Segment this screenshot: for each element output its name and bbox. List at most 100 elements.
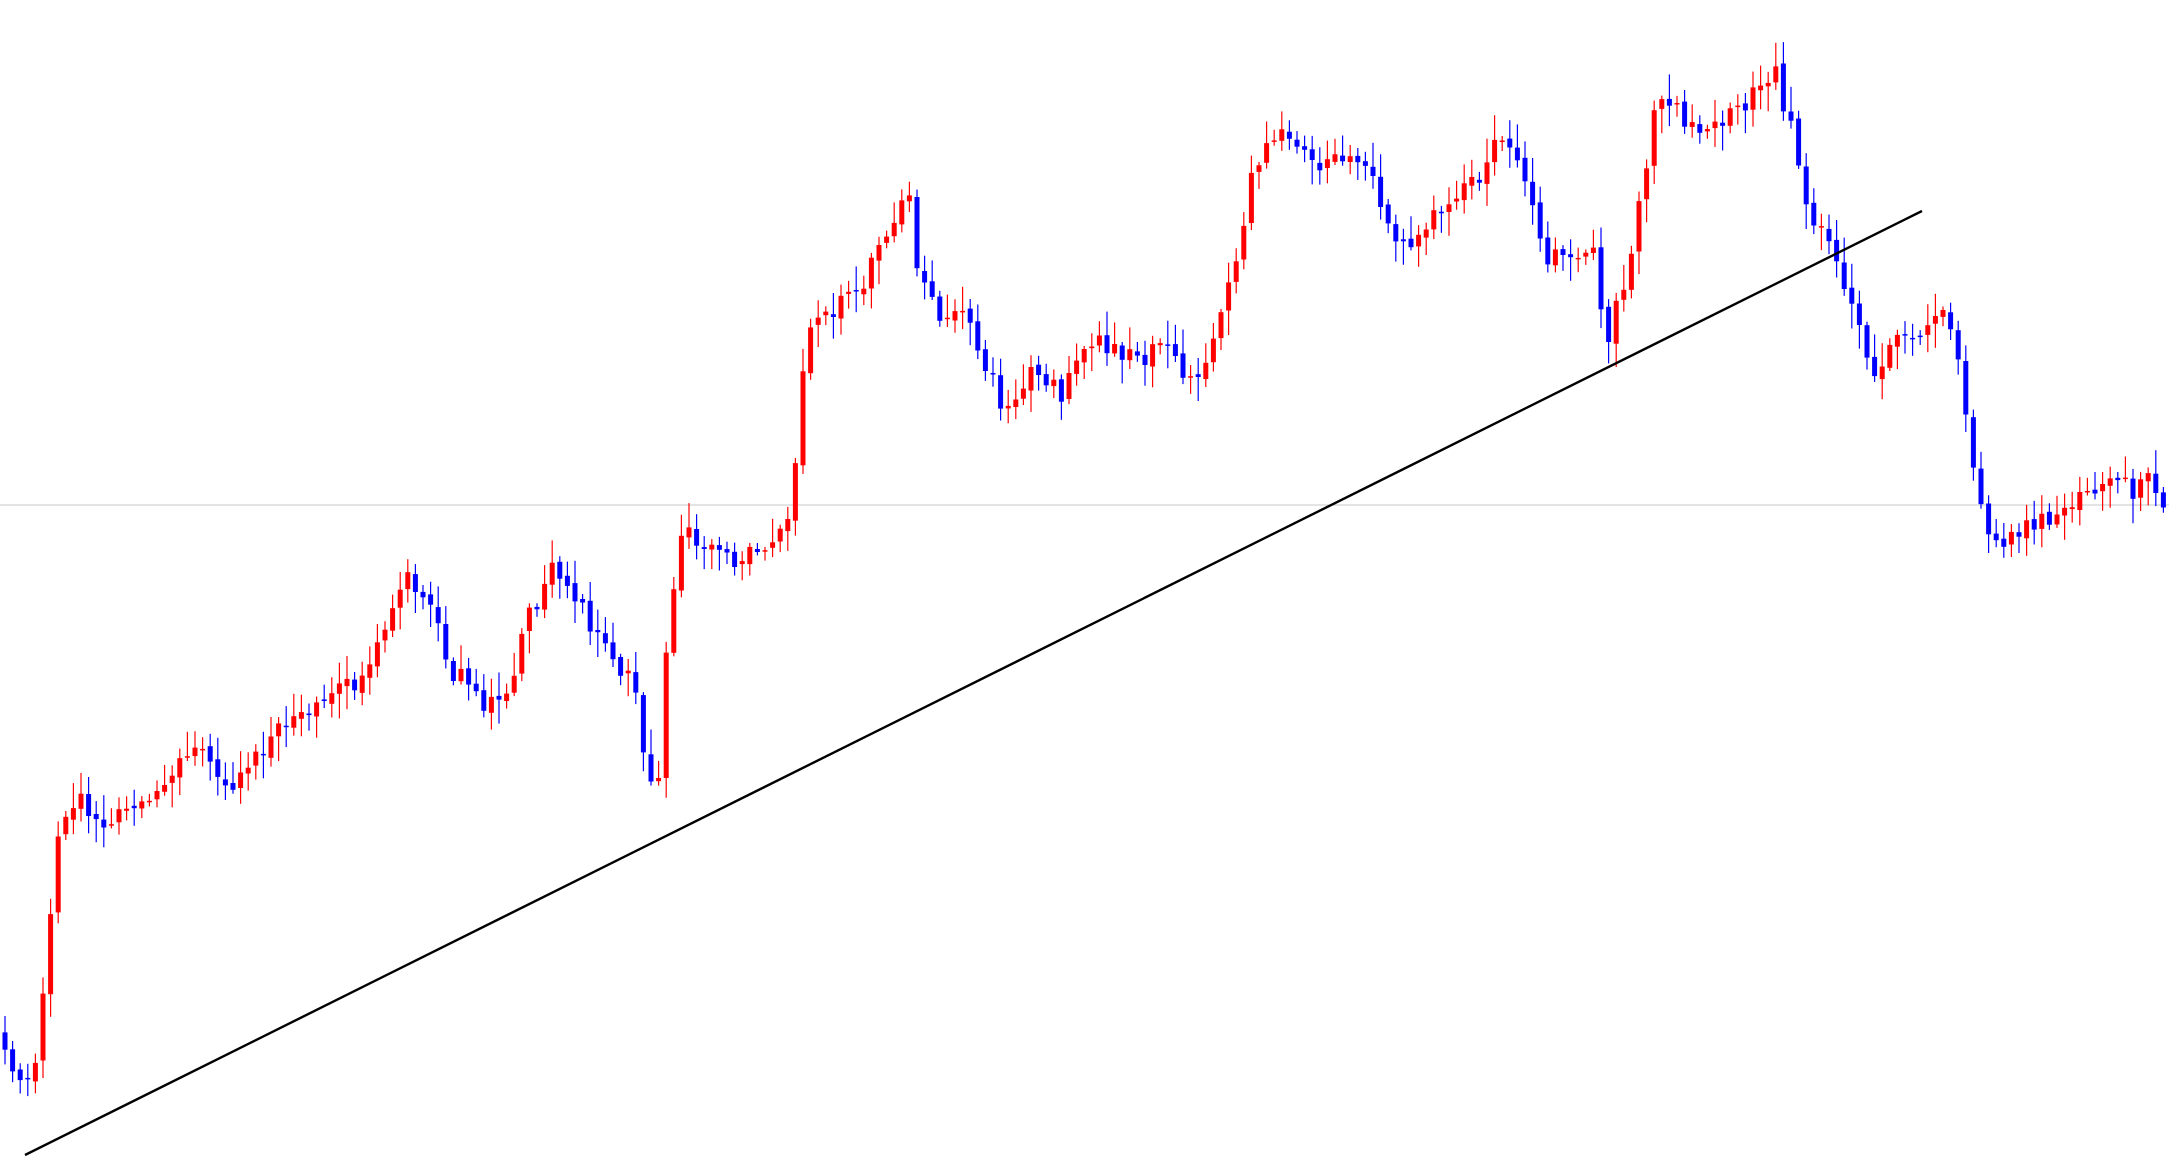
bearish-candle: [1530, 181, 1536, 206]
bullish-candle: [268, 736, 274, 758]
bearish-candle: [1104, 335, 1110, 354]
bullish-candle: [770, 542, 776, 548]
bearish-candle: [1119, 345, 1125, 360]
bearish-candle: [1666, 98, 1672, 106]
bullish-candle: [2107, 478, 2113, 486]
bearish-candle: [1058, 379, 1064, 402]
bullish-candle: [884, 236, 890, 243]
bullish-candle: [1689, 122, 1695, 127]
bullish-candle: [944, 317, 950, 320]
bullish-candle: [1081, 349, 1087, 363]
bullish-candle: [1879, 366, 1885, 380]
bullish-candle: [823, 311, 829, 316]
bearish-candle: [830, 314, 836, 317]
bullish-candle: [1332, 154, 1338, 162]
bullish-candle: [1203, 362, 1209, 380]
bearish-candle: [466, 668, 472, 685]
bearish-candle: [93, 814, 99, 820]
bullish-candle: [1925, 325, 1931, 335]
bearish-candle: [1340, 155, 1346, 162]
bullish-candle: [671, 589, 677, 653]
bullish-candle: [2062, 507, 2068, 516]
bullish-candle: [200, 748, 206, 751]
bearish-candle: [1378, 176, 1384, 207]
bullish-candle: [48, 914, 54, 995]
bearish-candle: [2092, 489, 2098, 494]
bearish-candle: [914, 197, 920, 269]
bullish-candle: [1150, 344, 1156, 367]
bearish-candle: [230, 783, 236, 790]
bullish-candle: [739, 561, 745, 565]
bullish-candle: [40, 993, 46, 1061]
bearish-candle: [1568, 254, 1574, 258]
bearish-candle: [260, 753, 266, 756]
bearish-candle: [724, 549, 730, 553]
bullish-candle: [1256, 165, 1262, 172]
bearish-candle: [1400, 239, 1406, 242]
bullish-candle: [1727, 108, 1733, 126]
bearish-candle: [754, 549, 760, 552]
bearish-candle: [602, 633, 608, 644]
bearish-candle: [1560, 249, 1566, 255]
bullish-candle: [329, 693, 335, 704]
bullish-candle: [1112, 344, 1118, 354]
bearish-candle: [1803, 166, 1809, 205]
bullish-candle: [1446, 204, 1452, 212]
bearish-candle: [1986, 503, 1992, 535]
bullish-candle: [868, 257, 874, 289]
bearish-candle: [1917, 335, 1923, 338]
bearish-candle: [1142, 354, 1148, 365]
bullish-candle: [1818, 226, 1824, 228]
bullish-candle: [1218, 312, 1224, 339]
bearish-candle: [1682, 101, 1688, 127]
bearish-candle: [352, 679, 358, 691]
bearish-candle: [1514, 147, 1520, 161]
bearish-candle: [1438, 211, 1444, 214]
bullish-candle: [1264, 143, 1270, 163]
bearish-candle: [86, 794, 92, 816]
bullish-candle: [1233, 261, 1239, 282]
trend-line: [24, 209, 1923, 1157]
bullish-candle: [238, 772, 244, 788]
bearish-candle: [633, 672, 639, 693]
bearish-candle: [1742, 103, 1748, 111]
bearish-candle: [1545, 237, 1551, 265]
bearish-candle: [975, 321, 981, 351]
bullish-candle: [1765, 82, 1771, 87]
bullish-candle: [1051, 379, 1057, 387]
bullish-candle: [1226, 282, 1232, 311]
bullish-candle: [526, 607, 532, 631]
bearish-candle: [1302, 146, 1308, 150]
bearish-candle: [2031, 519, 2037, 530]
bullish-candle: [162, 785, 168, 792]
bullish-candle: [1279, 129, 1285, 141]
bearish-candle: [2115, 477, 2121, 481]
bullish-candle: [1074, 360, 1080, 374]
bearish-candle: [1309, 149, 1315, 160]
bearish-candle: [534, 606, 540, 610]
bullish-candle: [960, 310, 966, 313]
bullish-candle: [1628, 253, 1634, 290]
bearish-candle: [10, 1049, 16, 1072]
bullish-candle: [1066, 373, 1072, 399]
bullish-candle: [906, 195, 912, 202]
bullish-candle: [1324, 159, 1330, 168]
bullish-candle: [815, 317, 821, 325]
bullish-candle: [2100, 484, 2106, 492]
bullish-candle: [1704, 129, 1710, 132]
bullish-candle: [838, 295, 844, 319]
bullish-candle: [1636, 201, 1642, 252]
bullish-candle: [336, 683, 342, 694]
bearish-candle: [1720, 122, 1726, 126]
bearish-candle: [1476, 179, 1482, 183]
bullish-candle: [952, 311, 958, 321]
bearish-candle: [1955, 330, 1961, 360]
bullish-candle: [32, 1062, 38, 1082]
bearish-candle: [496, 695, 502, 700]
bullish-candle: [1005, 405, 1011, 409]
bearish-candle: [2130, 478, 2136, 499]
bearish-candle: [2153, 473, 2159, 493]
bullish-candle: [314, 702, 320, 717]
bearish-candle: [131, 805, 137, 809]
bullish-candle: [1712, 121, 1718, 129]
